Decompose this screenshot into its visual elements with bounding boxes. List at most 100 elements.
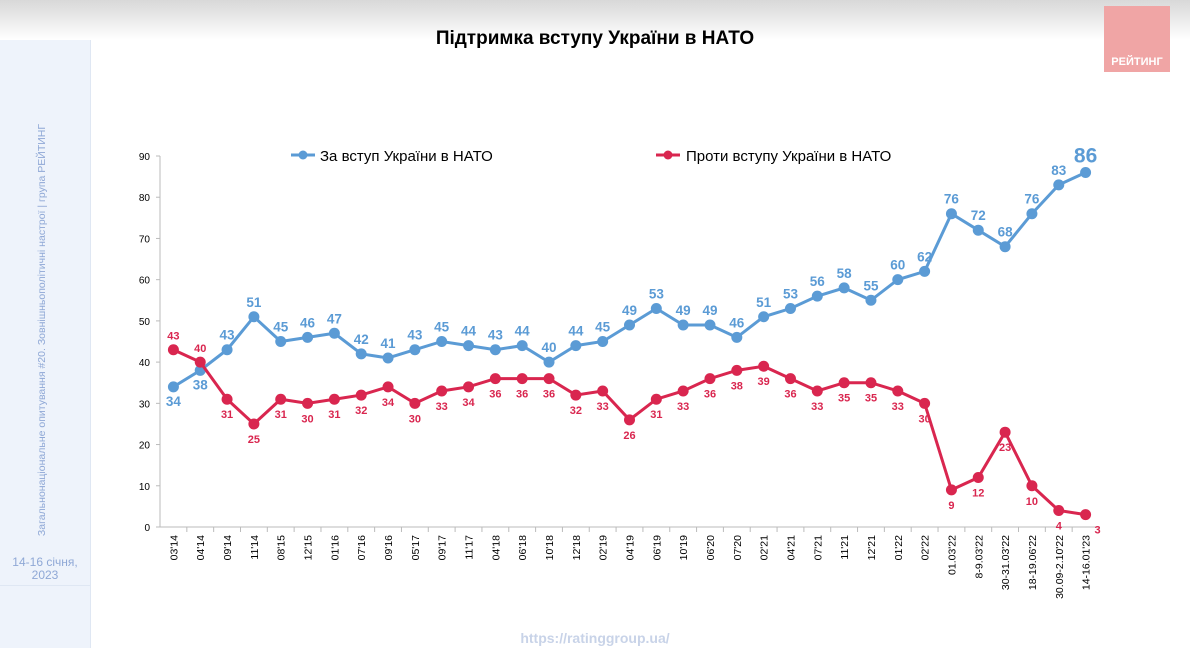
data-label: 44 [568,324,584,339]
chart-title: Підтримка вступу України в НАТО [435,28,755,49]
data-point [758,360,770,372]
x-tick-label: 06'18 [517,535,529,561]
legend-label: Проти вступу України в НАТО [686,148,891,165]
x-tick-label: 07'16 [356,535,368,561]
data-point [570,389,582,401]
data-point [624,414,635,426]
data-point [543,356,555,368]
data-point [489,344,501,356]
data-point [436,336,448,347]
data-point [516,373,528,385]
x-tick-label: 02'19 [598,535,610,561]
data-label: 60 [890,258,905,273]
rating-logo: РЕЙТИНГ [1104,6,1170,72]
x-tick-label: 04'21 [785,535,797,561]
legend-label: За вступ України в НАТО [320,148,493,165]
data-label: 45 [273,320,289,335]
survey-date: 14-16 січня, 2023 [0,556,90,582]
y-tick-label: 60 [139,276,151,287]
data-point [1053,505,1065,517]
data-point [704,373,716,385]
data-label: 36 [704,389,716,401]
data-label: 3 [1095,525,1101,537]
x-tick-label: 14-16.01'23 [1081,535,1093,590]
data-label: 31 [275,409,287,421]
data-point [275,336,287,347]
data-point [382,381,394,393]
data-label: 33 [677,401,689,413]
divider [0,585,90,586]
x-tick-label: 04'14 [195,535,207,561]
data-label: 55 [863,278,879,293]
data-label: 53 [649,287,665,302]
x-tick-label: 01.03'22 [946,535,958,575]
data-point [328,327,340,339]
x-tick-label: 8-9.03'22 [973,535,985,579]
data-label: 42 [354,332,369,347]
data-point [865,294,877,306]
x-tick-label: 18-19.06'22 [1027,535,1039,590]
data-point [650,393,662,405]
data-label: 36 [516,389,528,401]
data-point [489,373,501,385]
data-label: 31 [221,409,233,421]
data-point [811,290,823,302]
y-tick-label: 80 [139,193,151,204]
data-label: 49 [622,303,637,318]
data-point [731,331,743,343]
data-point [865,377,877,389]
data-label: 12 [972,488,984,500]
data-label: 51 [246,295,262,310]
y-tick-label: 30 [139,399,151,410]
data-label: 58 [837,266,853,281]
y-tick-label: 50 [139,317,151,328]
y-tick-label: 10 [139,482,151,493]
x-tick-label: 06'20 [705,535,717,561]
data-point [972,224,984,236]
footer-url[interactable]: https://ratinggroup.ua/ [520,630,670,646]
data-point [248,418,260,430]
data-label: 43 [407,328,423,343]
data-point [838,377,850,389]
x-tick-label: 01'16 [329,535,341,561]
data-label: 40 [541,340,556,355]
data-label: 26 [623,430,635,442]
data-point [221,344,233,356]
data-label: 23 [999,442,1011,454]
data-label: 31 [650,409,662,421]
x-tick-label: 11'14 [249,535,261,560]
data-point [248,311,260,323]
data-label: 33 [597,401,609,413]
y-tick-label: 90 [139,152,151,163]
data-point [838,282,850,294]
data-point [382,352,394,364]
x-tick-label: 04'19 [625,535,637,561]
data-point [919,397,931,409]
data-label: 45 [434,320,450,335]
data-label: 38 [731,380,743,392]
data-point [409,344,421,356]
data-point [302,397,314,409]
data-label: 34 [462,397,475,409]
data-label: 34 [382,397,395,409]
data-point [355,348,367,360]
x-tick-label: 05'17 [410,535,422,561]
data-label: 62 [917,249,932,264]
data-label: 36 [543,389,555,401]
x-tick-label: 09'16 [383,535,395,561]
data-label: 35 [865,393,877,405]
data-point [328,393,340,405]
x-tick-label: 11'21 [839,535,851,560]
data-label: 46 [300,315,316,330]
data-point [650,303,662,315]
data-point [302,331,314,343]
data-point [892,274,904,286]
data-point [543,373,555,385]
data-label: 47 [327,311,342,326]
data-point [1080,166,1092,178]
x-tick-label: 12'18 [571,535,583,561]
y-tick-label: 40 [139,358,151,369]
data-point [570,340,582,352]
x-tick-label: 30-31.03'22 [1000,535,1012,590]
data-label: 49 [676,303,691,318]
